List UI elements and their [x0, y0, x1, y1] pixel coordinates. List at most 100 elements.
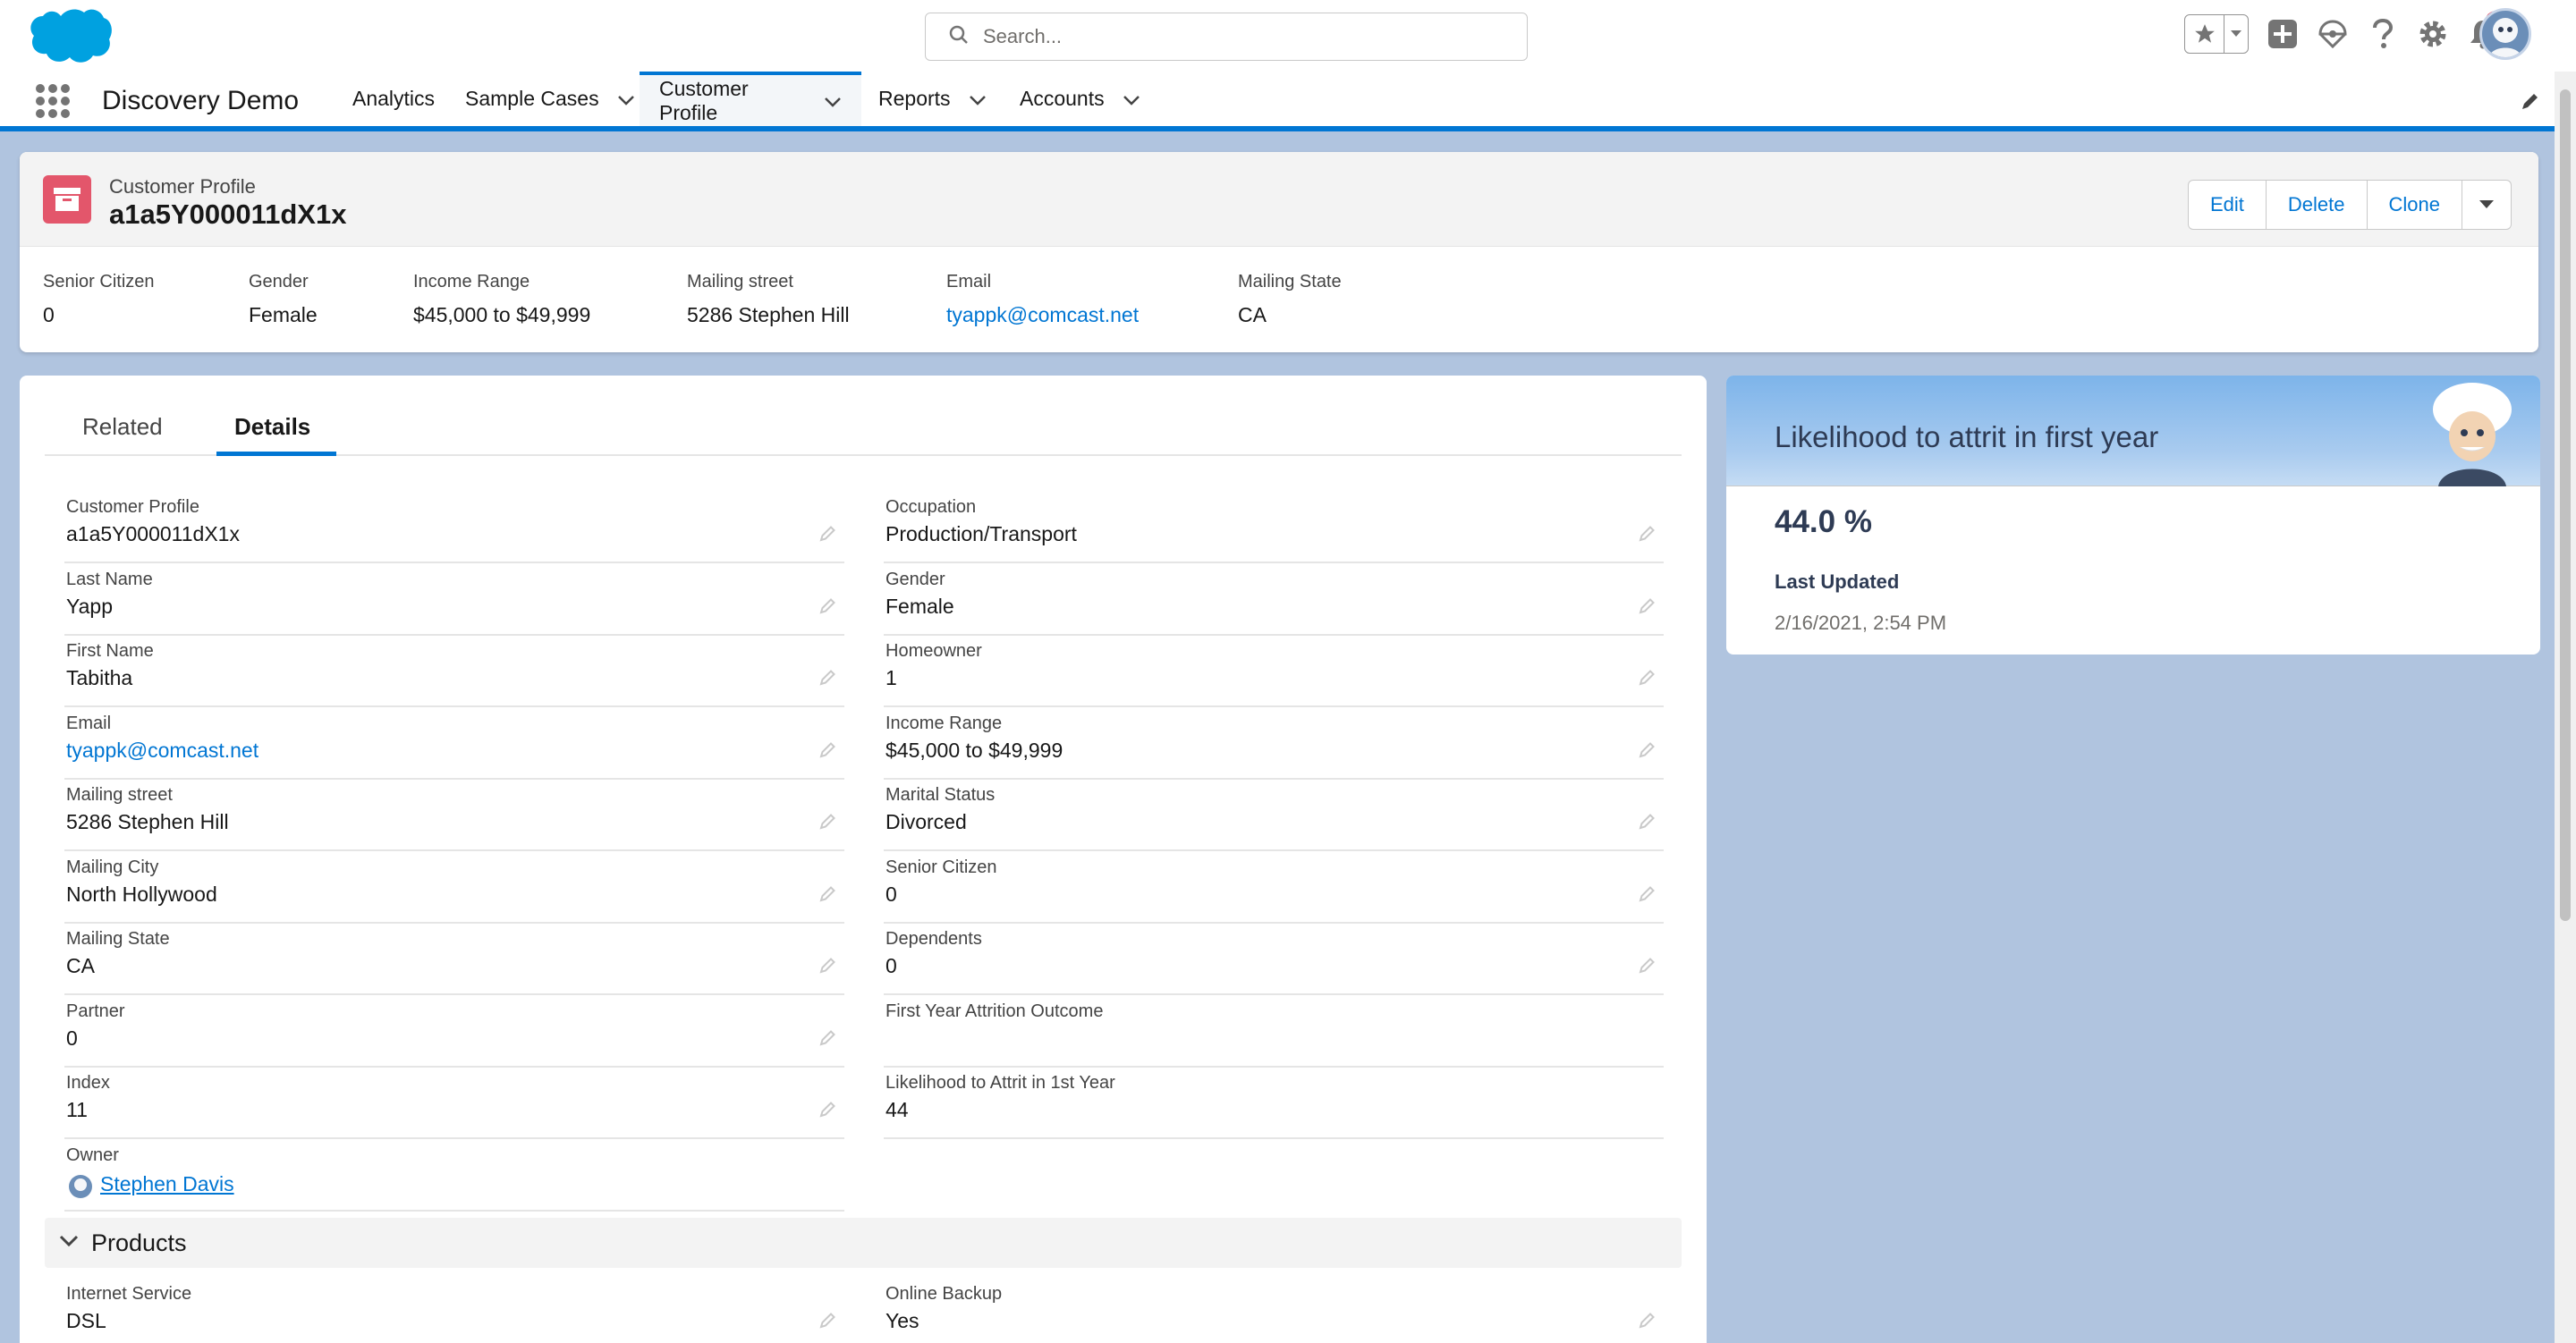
highlight-value: Female [249, 303, 318, 326]
delete-button[interactable]: Delete [2267, 181, 2368, 229]
edit-button[interactable]: Edit [2189, 181, 2267, 229]
star-icon[interactable] [2185, 15, 2224, 53]
chevron-down-icon[interactable] [2224, 15, 2248, 53]
nav-item-accounts[interactable]: Accounts [1020, 72, 1140, 126]
field-label: Mailing City [66, 857, 159, 877]
edit-pencil-icon[interactable] [819, 812, 837, 834]
edit-pencil-icon[interactable] [1639, 1311, 1657, 1333]
field-label: First Name [66, 641, 154, 661]
detail-field: First Year Attrition Outcome [884, 996, 1664, 1068]
tab-related[interactable]: Related [82, 413, 163, 440]
field-value: Yapp [66, 594, 114, 618]
nav-item-customer-profile[interactable]: Customer Profile [640, 72, 861, 126]
highlight-label: Gender [249, 272, 309, 291]
details-card: Related Details Customer Profile a1a5Y000… [20, 376, 1707, 1343]
edit-nav-pencil-icon[interactable] [2521, 91, 2540, 115]
highlight-field: Income Range $45,000 to $49,999 [413, 272, 687, 327]
edit-pencil-icon[interactable] [1639, 524, 1657, 546]
highlight-email-link[interactable]: tyappk@comcast.net [946, 303, 1140, 326]
field-value: Yes [886, 1309, 919, 1332]
field-label: Mailing State [66, 929, 170, 949]
record-object-type: Customer Profile [109, 175, 256, 198]
nav-item-sample-cases[interactable]: Sample Cases [465, 72, 635, 126]
field-label: Senior Citizen [886, 857, 997, 877]
help-icon[interactable] [2367, 18, 2399, 50]
page-scrollbar[interactable] [2555, 72, 2576, 1343]
einstein-mascot-icon [2426, 379, 2519, 491]
highlight-field: Senior Citizen 0 [43, 272, 249, 327]
field-value: CA [66, 954, 95, 977]
gear-icon[interactable] [2417, 18, 2449, 50]
search-placeholder: Search... [983, 25, 1063, 47]
salesforce-logo-icon[interactable] [25, 5, 113, 71]
field-label: Customer Profile [66, 497, 199, 517]
highlight-value: 5286 Stephen Hill [687, 303, 850, 326]
detail-field: Marital Status Divorced [884, 780, 1664, 851]
field-value: DSL [66, 1309, 106, 1332]
field-value: 0 [886, 954, 897, 977]
edit-pencil-icon[interactable] [819, 956, 837, 978]
highlight-field: Gender Female [249, 272, 413, 327]
products-section-title: Products [91, 1229, 187, 1256]
nav-item-label: Customer Profile [659, 76, 749, 124]
user-avatar[interactable] [2479, 8, 2531, 60]
products-section-header[interactable]: Products [45, 1218, 1682, 1268]
field-value: Production/Transport [886, 522, 1077, 545]
owner-link[interactable]: Stephen Davis [100, 1171, 234, 1195]
field-label: Online Backup [886, 1284, 1003, 1304]
edit-pencil-icon[interactable] [1639, 596, 1657, 619]
trailhead-icon[interactable] [2317, 18, 2349, 50]
edit-pencil-icon[interactable] [819, 1028, 837, 1051]
edit-pencil-icon[interactable] [1639, 884, 1657, 907]
edit-pencil-icon[interactable] [1639, 812, 1657, 834]
edit-pencil-icon[interactable] [819, 524, 837, 546]
chevron-down-icon[interactable] [969, 87, 987, 111]
last-updated-date: 2/16/2021, 2:54 PM [1775, 612, 1947, 634]
app-launcher-icon[interactable] [36, 84, 70, 118]
nav-item-label: Accounts [1020, 87, 1105, 110]
chevron-down-icon[interactable] [1123, 87, 1140, 111]
clone-button[interactable]: Clone [2368, 181, 2462, 229]
edit-pencil-icon[interactable] [1639, 956, 1657, 978]
add-icon[interactable] [2267, 18, 2299, 50]
email-link[interactable]: tyappk@comcast.net [66, 738, 259, 762]
edit-pencil-icon[interactable] [819, 1100, 837, 1122]
nav-item-analytics[interactable]: Analytics [352, 72, 435, 126]
edit-pencil-icon[interactable] [819, 1311, 837, 1333]
detail-field: Owner Stephen Davis [64, 1140, 844, 1212]
app-nav-bar: Discovery Demo Analytics Sample Cases Cu… [0, 72, 2576, 131]
edit-pencil-icon[interactable] [1639, 668, 1657, 690]
field-label: Homeowner [886, 641, 982, 661]
favorites-button[interactable] [2184, 14, 2249, 54]
edit-pencil-icon[interactable] [1639, 740, 1657, 763]
field-label: Likelihood to Attrit in 1st Year [886, 1073, 1115, 1093]
tab-details[interactable]: Details [234, 413, 311, 440]
chevron-down-icon[interactable] [824, 89, 842, 113]
field-label: Mailing street [66, 785, 173, 805]
einstein-title: Likelihood to attrit in first year [1775, 420, 2159, 453]
field-label: Owner [66, 1145, 119, 1165]
chevron-down-icon[interactable] [617, 87, 635, 111]
field-value: 0 [66, 1026, 78, 1050]
global-search-input[interactable]: Search... [925, 13, 1528, 61]
chevron-down-icon[interactable] [59, 1235, 79, 1252]
nav-item-reports[interactable]: Reports [878, 72, 987, 126]
field-label: Last Name [66, 569, 153, 589]
field-label: Internet Service [66, 1284, 192, 1304]
scrollbar-thumb[interactable] [2560, 89, 2571, 921]
highlight-value: CA [1238, 303, 1267, 326]
field-label: First Year Attrition Outcome [886, 1001, 1104, 1021]
edit-pencil-icon[interactable] [819, 884, 837, 907]
detail-field: Last Name Yapp [64, 564, 844, 636]
customer-profile-object-icon [43, 175, 91, 224]
app-name: Discovery Demo [102, 86, 300, 115]
detail-field: Homeowner 1 [884, 636, 1664, 707]
more-actions-chevron-down-icon[interactable] [2462, 181, 2511, 229]
detail-field: Dependents 0 [884, 924, 1664, 995]
edit-pencil-icon[interactable] [819, 596, 837, 619]
field-value: 0 [886, 882, 897, 906]
highlight-label: Mailing State [1238, 272, 1342, 291]
edit-pencil-icon[interactable] [819, 668, 837, 690]
highlight-field: Mailing street 5286 Stephen Hill [687, 272, 946, 327]
edit-pencil-icon[interactable] [819, 740, 837, 763]
